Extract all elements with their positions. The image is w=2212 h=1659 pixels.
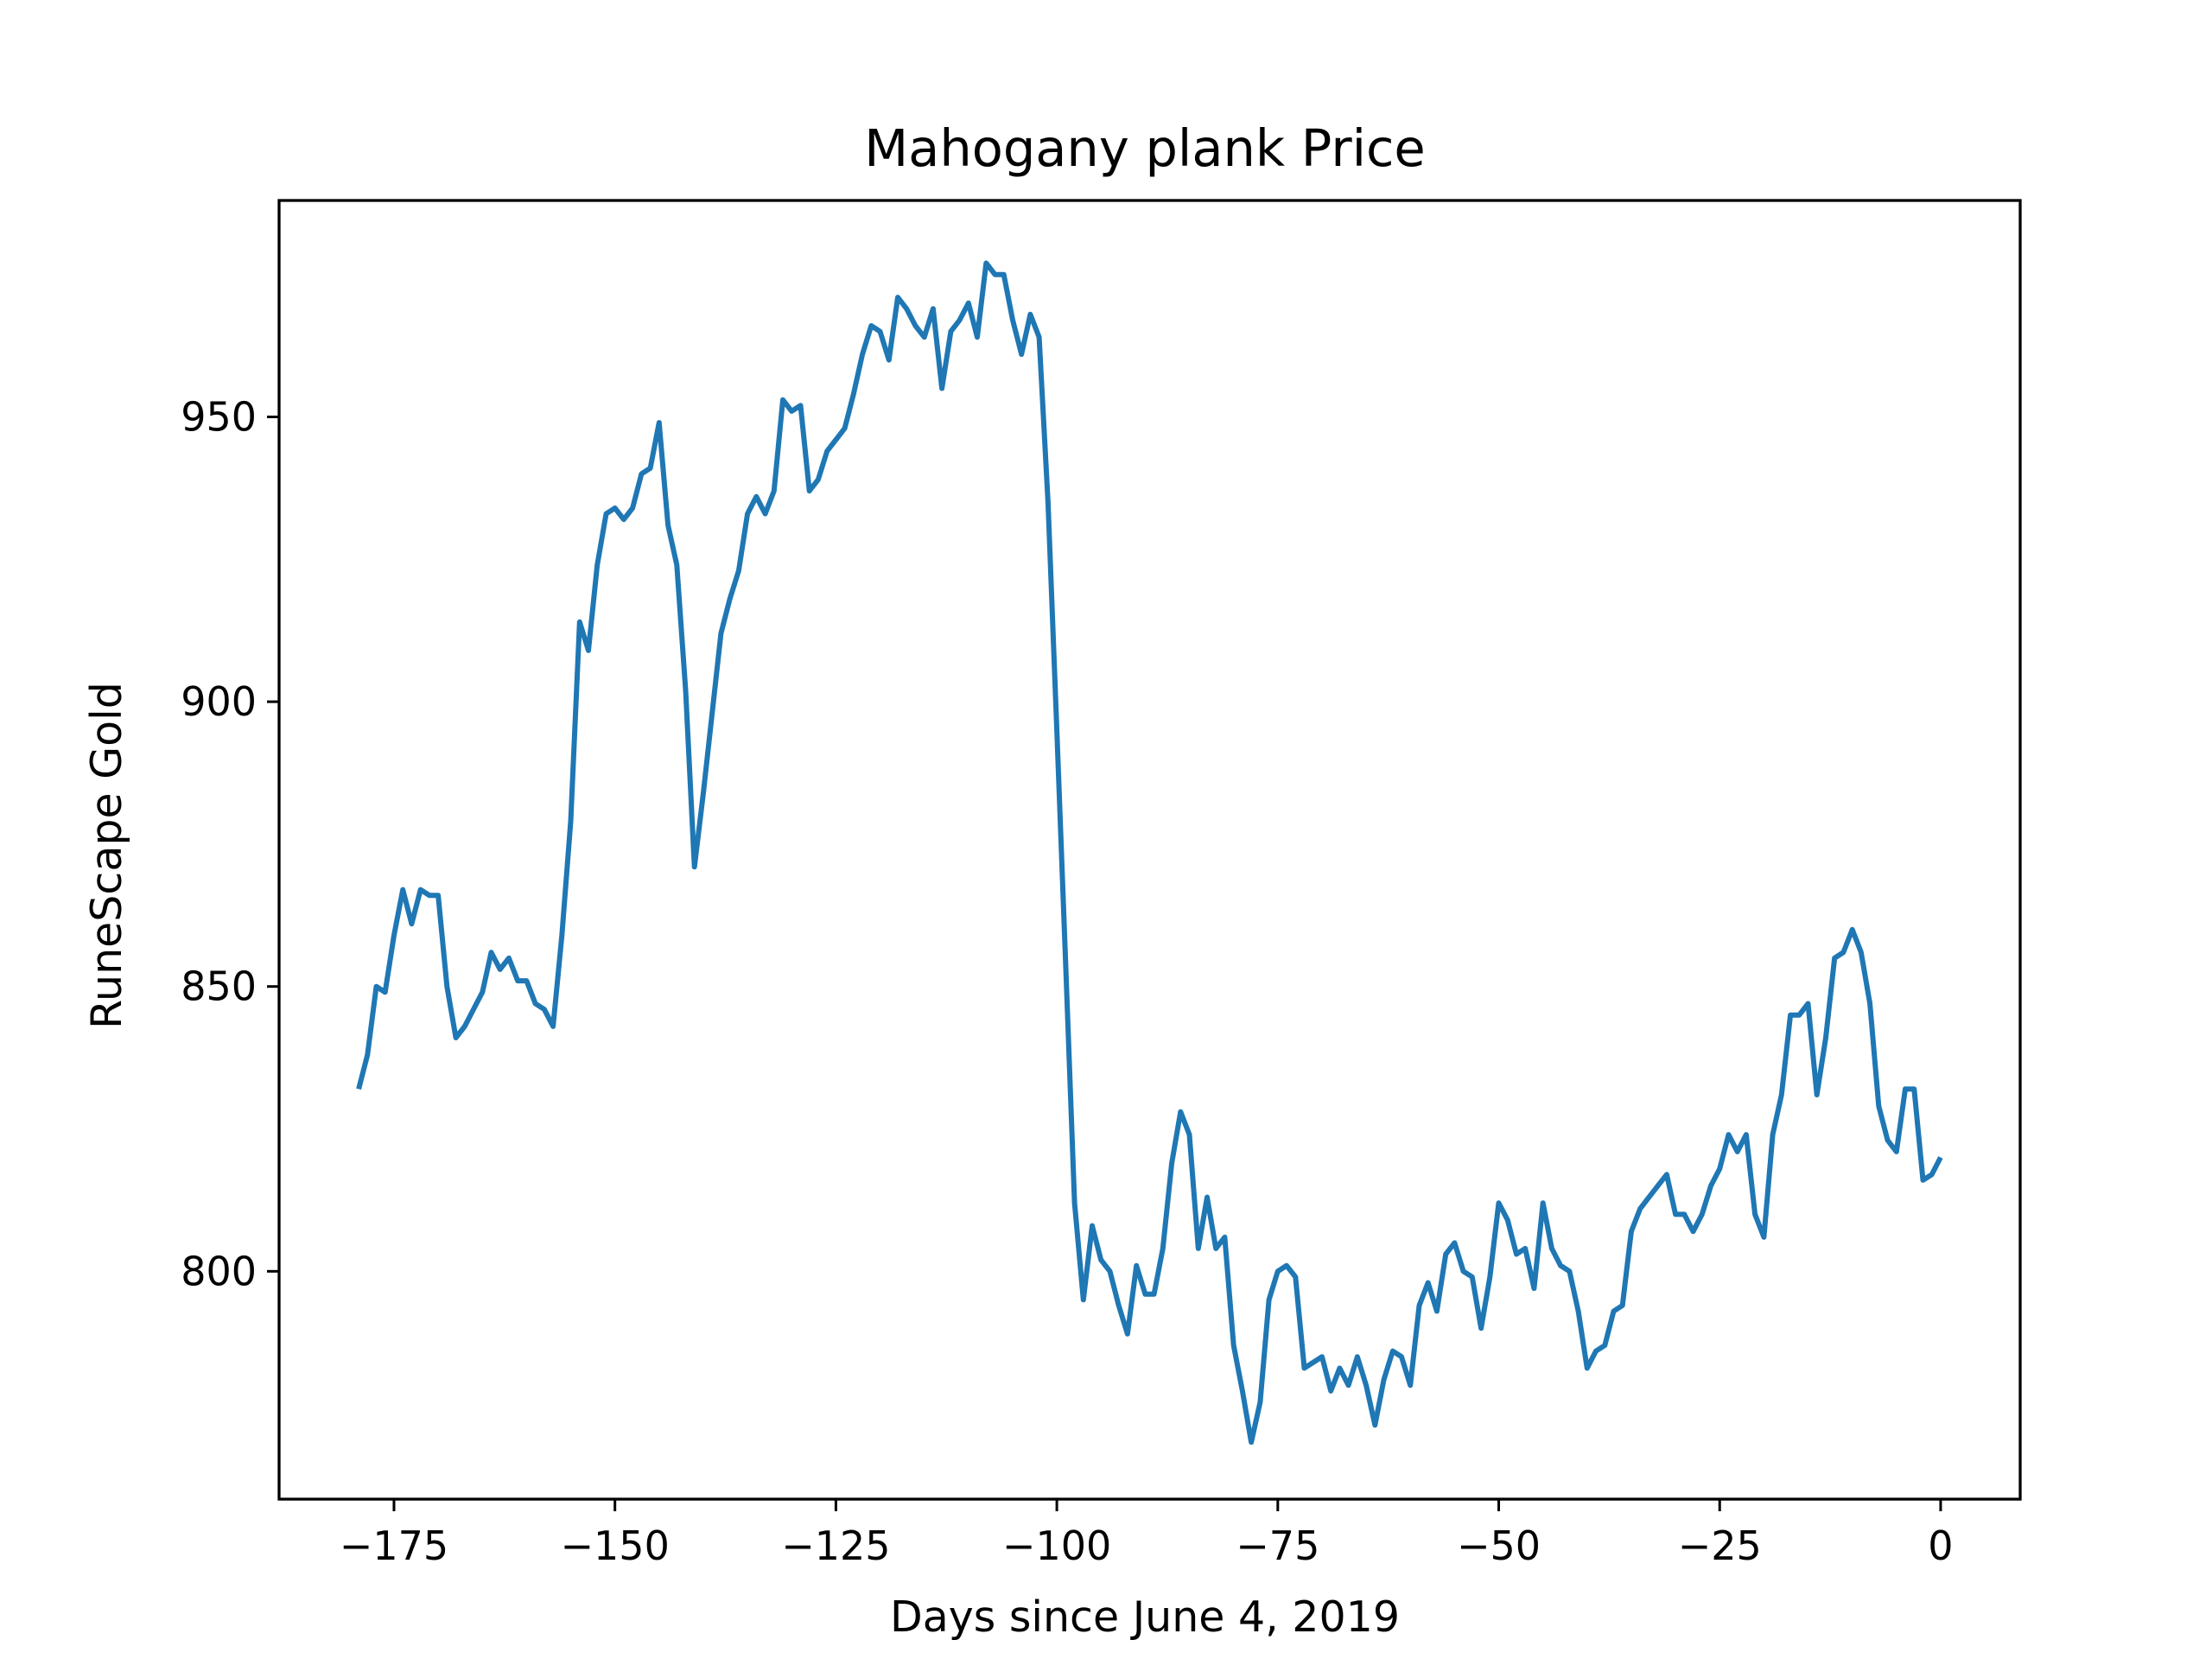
x-tick-label: 0 [1928,1522,1953,1569]
plot-frame [277,199,2022,1501]
axis-ticks: −175 −150 −125 −100 −75 −50 −25 0 800 850 900 950 [181,394,1953,1570]
x-tick-label: −75 [1236,1522,1319,1569]
x-tick-label: −175 [340,1522,448,1569]
chart-title: Mahogany plank Price [864,118,1425,178]
y-axis-label: RuneScape Gold [82,682,131,1029]
y-tick-label: 800 [181,1248,257,1294]
x-tick-label: −25 [1678,1522,1762,1569]
x-axis-label: Days since June 4, 2019 [890,1592,1400,1642]
y-tick-label: 850 [181,963,257,1010]
x-tick-label: −150 [561,1522,670,1569]
y-tick-label: 950 [181,394,257,441]
series-line [356,260,1943,1446]
x-tick-label: −125 [781,1522,890,1569]
x-tick-label: −100 [1002,1522,1111,1569]
x-tick-label: −50 [1457,1522,1541,1569]
y-tick-label: 900 [181,678,257,725]
